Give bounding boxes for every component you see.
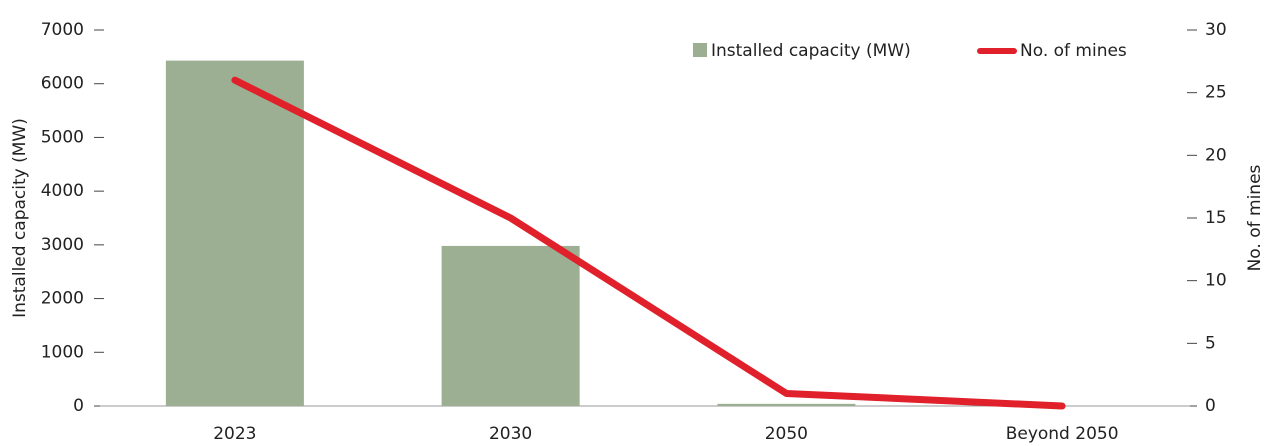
y2-tick-label: 30	[1205, 20, 1227, 40]
y-tick-label: 2000	[41, 289, 84, 309]
y-tick-label: 7000	[41, 20, 84, 40]
y2-tick-label: 25	[1205, 83, 1227, 103]
y2-tick-label: 20	[1205, 145, 1227, 165]
bar	[165, 60, 304, 407]
x-tick-label: 2030	[489, 424, 532, 444]
y2-axis-title: No. of mines	[1245, 164, 1265, 271]
y2-tick-label: 0	[1205, 396, 1216, 416]
y-tick-label: 0	[73, 396, 84, 416]
x-tick-label: 2023	[213, 424, 256, 444]
bar	[717, 403, 856, 406]
y-axis-title: Installed capacity (MW)	[10, 118, 30, 318]
x-tick-label: 2050	[765, 424, 808, 444]
x-tick-label: Beyond 2050	[1006, 424, 1119, 444]
y-tick-label: 6000	[41, 74, 84, 94]
legend-swatch	[693, 43, 707, 57]
bar	[441, 245, 580, 406]
y-tick-label: 3000	[41, 235, 84, 255]
line	[231, 76, 1066, 410]
y2-tick-label: 5	[1205, 333, 1216, 353]
legend-label: Installed capacity (MW)	[711, 41, 911, 61]
y2-tick-label: 10	[1205, 271, 1227, 291]
y-tick-label: 5000	[41, 127, 84, 147]
y-tick-label: 1000	[41, 342, 84, 362]
legend-label: No. of mines	[1020, 41, 1127, 61]
y-tick-label: 4000	[41, 181, 84, 201]
y2-tick-label: 15	[1205, 208, 1227, 228]
